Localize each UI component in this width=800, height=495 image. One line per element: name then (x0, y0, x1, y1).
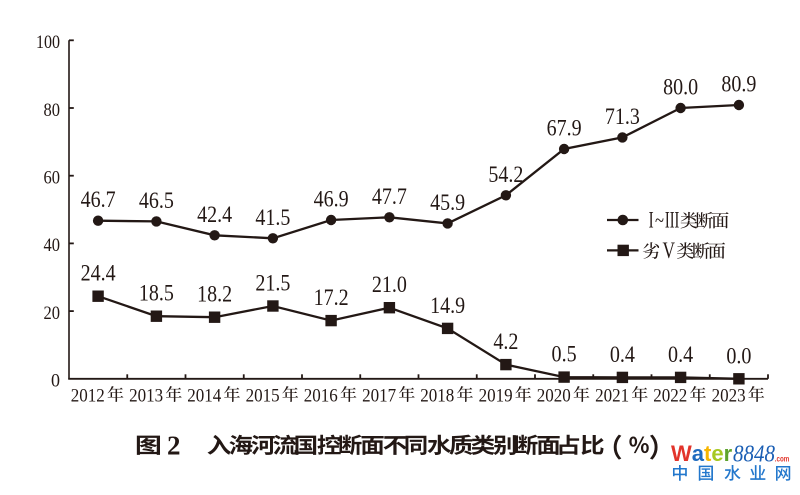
svg-text:2019: 2019 (479, 386, 513, 407)
svg-text:2: 2 (167, 431, 181, 461)
svg-text:4.2: 4.2 (493, 329, 518, 354)
svg-text:60: 60 (44, 168, 61, 189)
svg-text:2022: 2022 (653, 386, 687, 407)
svg-text:I: I (649, 208, 654, 233)
svg-text:2012: 2012 (71, 386, 105, 407)
svg-text:0.0: 0.0 (726, 343, 751, 368)
svg-text:20: 20 (44, 303, 61, 324)
svg-text:67.9: 67.9 (547, 116, 582, 141)
svg-text:54.2: 54.2 (488, 162, 523, 187)
svg-text:40: 40 (44, 235, 61, 256)
svg-text:2021: 2021 (595, 386, 629, 407)
svg-text:71.3: 71.3 (605, 104, 640, 129)
svg-text:2023: 2023 (712, 386, 746, 407)
svg-text:100: 100 (36, 32, 60, 53)
svg-text:~: ~ (655, 208, 664, 233)
svg-text:V: V (663, 238, 676, 263)
svg-text:2020: 2020 (537, 386, 571, 407)
svg-text:14.9: 14.9 (430, 293, 465, 318)
svg-text:III: III (665, 208, 680, 233)
svg-text:2016: 2016 (304, 386, 338, 407)
svg-text:2015: 2015 (246, 386, 280, 407)
svg-text:24.4: 24.4 (81, 261, 116, 286)
svg-text:Water: Water (671, 441, 733, 466)
svg-text:47.7: 47.7 (372, 184, 407, 209)
svg-text:41.5: 41.5 (255, 205, 290, 230)
svg-text:17.2: 17.2 (314, 285, 349, 310)
svg-text:2017: 2017 (362, 386, 396, 407)
svg-text:45.9: 45.9 (430, 190, 465, 215)
svg-text:80.9: 80.9 (721, 72, 756, 97)
svg-text:80: 80 (44, 100, 61, 121)
svg-text:46.7: 46.7 (81, 187, 116, 212)
svg-text:2013: 2013 (129, 386, 163, 407)
svg-text:18.5: 18.5 (139, 281, 174, 306)
svg-text:46.5: 46.5 (139, 188, 174, 213)
svg-text:2014: 2014 (187, 386, 221, 407)
svg-text:46.9: 46.9 (314, 187, 349, 212)
svg-text:0.4: 0.4 (610, 342, 636, 367)
svg-text:8848: 8848 (733, 442, 775, 468)
svg-text:42.4: 42.4 (197, 202, 232, 227)
svg-text:0.4: 0.4 (668, 342, 694, 367)
svg-text:0: 0 (51, 371, 60, 392)
svg-text:18.2: 18.2 (197, 282, 232, 307)
svg-text:21.5: 21.5 (255, 271, 290, 296)
svg-text:2018: 2018 (420, 386, 454, 407)
svg-text:80.0: 80.0 (663, 75, 698, 100)
svg-text:21.0: 21.0 (372, 272, 407, 297)
svg-text:.com: .com (775, 454, 790, 464)
svg-text:0.5: 0.5 (552, 342, 577, 367)
